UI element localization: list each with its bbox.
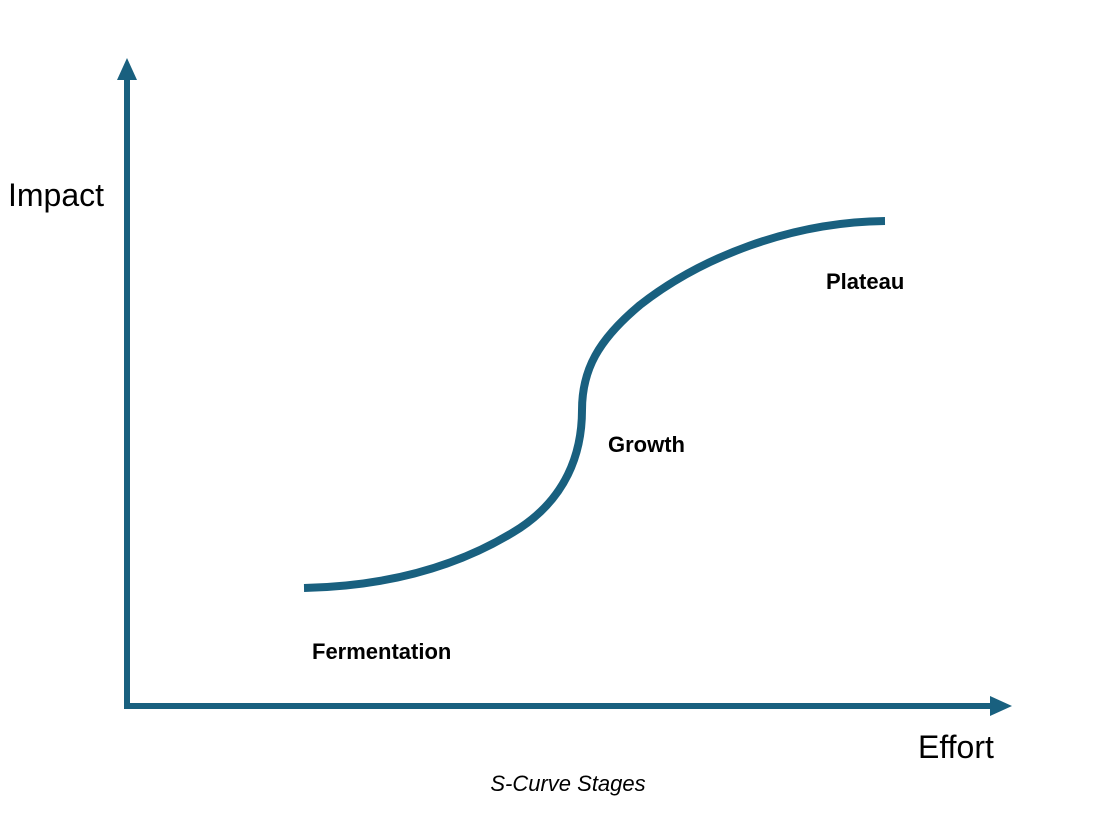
stage-label-fermentation: Fermentation <box>312 639 451 664</box>
x-axis-label: Effort <box>918 729 994 765</box>
diagram-caption: S-Curve Stages <box>490 771 645 796</box>
y-axis-label: Impact <box>8 177 104 213</box>
x-axis-arrowhead <box>990 696 1012 716</box>
stage-label-growth: Growth <box>608 432 685 457</box>
stage-label-plateau: Plateau <box>826 269 904 294</box>
y-axis-arrowhead <box>117 58 137 80</box>
s-curve <box>303 217 886 592</box>
